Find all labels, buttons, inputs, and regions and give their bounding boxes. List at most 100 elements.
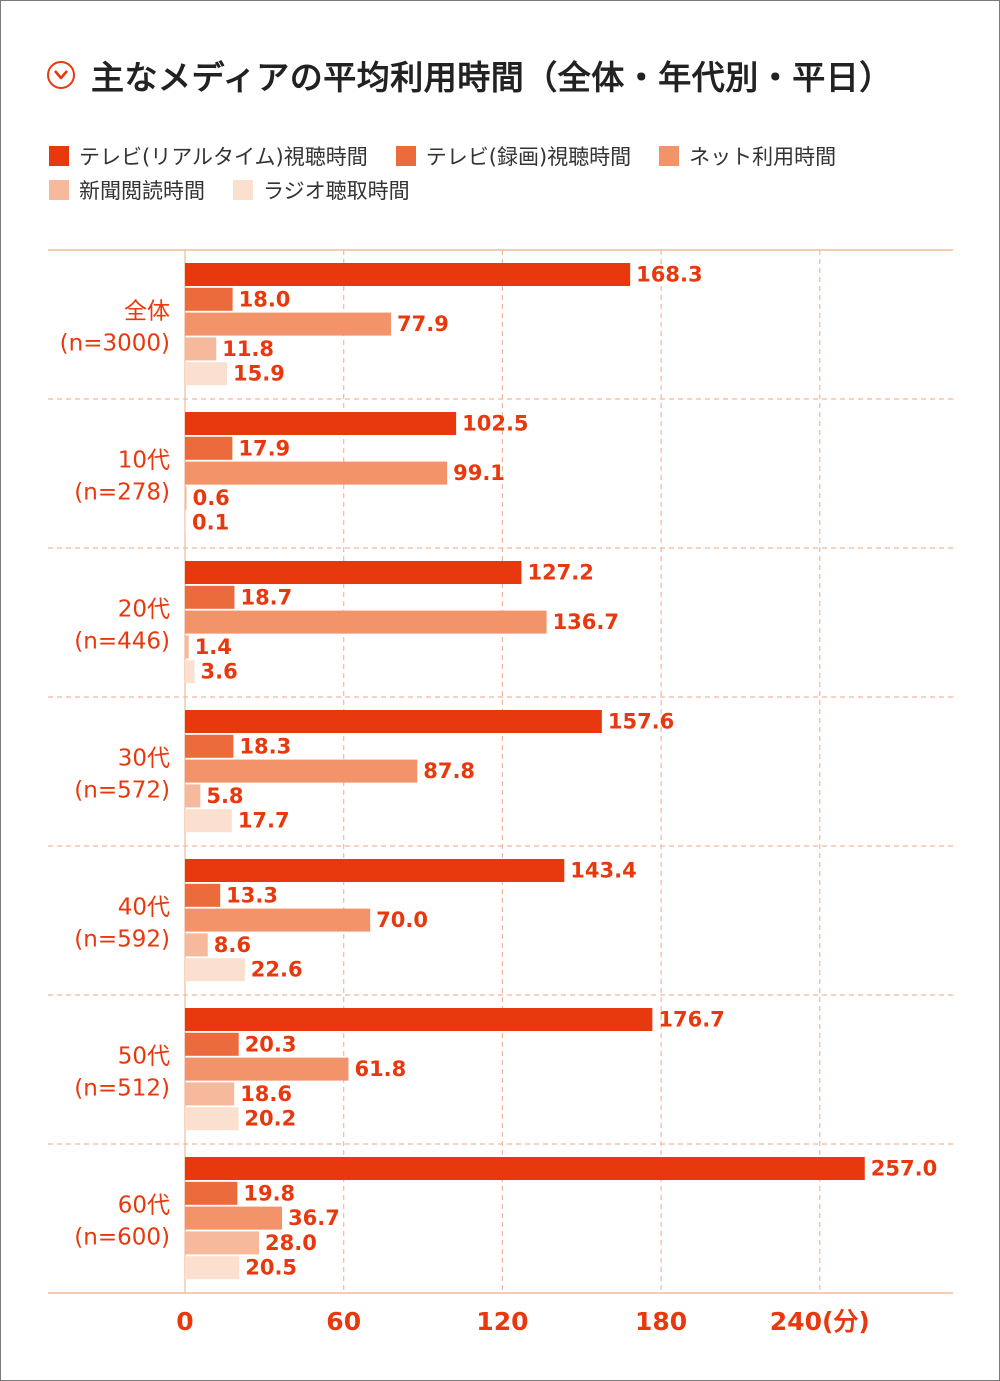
legend-row-2: 新聞閲読時間 ラジオ聴取時間 (49, 173, 969, 207)
legend-label: ネット利用時間 (689, 145, 837, 169)
data-label: 18.3 (239, 734, 291, 758)
data-label: 99.1 (453, 461, 505, 485)
data-label: 176.7 (658, 1008, 724, 1032)
bar (185, 1231, 260, 1255)
bar (185, 1082, 235, 1106)
category-label: 50代 (118, 1044, 170, 1070)
bar (185, 1157, 865, 1180)
tick-label: 120 (476, 1307, 528, 1336)
data-label: 11.8 (222, 337, 274, 361)
bar (185, 1032, 239, 1056)
data-label: 157.6 (608, 710, 674, 734)
legend-label: テレビ(録画)視聴時間 (425, 145, 632, 169)
data-label: 77.9 (397, 312, 449, 336)
data-label: 18.7 (240, 585, 292, 609)
legend-swatch (233, 180, 253, 200)
chevron-down-circle-icon (47, 61, 75, 89)
category-n-label: (n=600) (74, 1225, 170, 1251)
bar (185, 784, 201, 808)
legend-item: テレビ(録画)視聴時間 (395, 141, 632, 171)
bar (185, 1206, 283, 1230)
category-label: 30代 (118, 746, 170, 772)
data-label: 87.8 (423, 759, 475, 783)
legend-label: 新聞閲読時間 (79, 179, 205, 203)
bar (185, 1008, 653, 1031)
bar (185, 1181, 238, 1205)
category-label: 20代 (118, 597, 170, 623)
data-label: 102.5 (462, 412, 528, 436)
data-label: 168.3 (636, 263, 702, 287)
legend-row-1: テレビ(リアルタイム)視聴時間 テレビ(録画)視聴時間 ネット利用時間 (49, 139, 969, 173)
bar (185, 337, 217, 361)
bar (185, 486, 187, 510)
data-label: 17.9 (238, 436, 290, 460)
legend-item: ラジオ聴取時間 (233, 175, 410, 205)
data-label: 18.6 (240, 1082, 292, 1106)
bar (185, 362, 228, 386)
bar (185, 561, 522, 584)
data-label: 20.2 (244, 1107, 296, 1131)
bar (185, 610, 547, 634)
category-n-label: (n=3000) (60, 331, 170, 357)
legend-swatch (49, 180, 69, 200)
bar (185, 511, 186, 535)
tick-label: 240(分) (770, 1307, 870, 1336)
category-n-label: (n=278) (74, 480, 170, 506)
bar (185, 809, 232, 833)
bar (185, 1107, 239, 1131)
bar (185, 933, 208, 957)
tick-label: 180 (635, 1307, 687, 1336)
bar (185, 660, 195, 684)
data-label: 17.7 (238, 809, 290, 833)
bar (185, 859, 565, 882)
tick-label: 60 (326, 1307, 361, 1336)
data-label: 20.5 (245, 1256, 297, 1280)
category-label: 60代 (118, 1193, 170, 1219)
data-label: 5.8 (206, 784, 243, 808)
bar (185, 412, 457, 435)
category-n-label: (n=512) (74, 1076, 170, 1102)
legend-item: テレビ(リアルタイム)視聴時間 (49, 141, 368, 171)
bar (185, 1256, 240, 1280)
legend-item: 新聞閲読時間 (49, 175, 205, 205)
data-label: 70.0 (376, 908, 428, 932)
bar (185, 635, 189, 659)
data-label: 18.0 (239, 287, 291, 311)
bar (185, 312, 392, 336)
bar (185, 759, 418, 783)
data-label: 143.4 (570, 859, 636, 883)
data-label: 28.0 (265, 1231, 317, 1255)
bar (185, 734, 234, 758)
legend-label: テレビ(リアルタイム)視聴時間 (79, 145, 368, 169)
category-n-label: (n=592) (74, 927, 170, 953)
data-label: 19.8 (243, 1181, 295, 1205)
bar (185, 958, 245, 982)
bar (185, 710, 602, 733)
category-n-label: (n=572) (74, 778, 170, 804)
data-label: 22.6 (251, 958, 303, 982)
data-label: 136.7 (553, 610, 619, 634)
data-label: 36.7 (288, 1206, 340, 1230)
data-label: 0.1 (192, 511, 229, 535)
data-label: 8.6 (214, 933, 251, 957)
data-label: 1.4 (195, 635, 232, 659)
data-label: 0.6 (193, 486, 230, 510)
bar (185, 436, 233, 460)
category-label: 10代 (118, 448, 170, 474)
tick-label: 0 (176, 1307, 193, 1336)
legend: テレビ(リアルタイム)視聴時間 テレビ(録画)視聴時間 ネット利用時間 新聞閲読… (49, 139, 969, 207)
data-label: 3.6 (201, 660, 238, 684)
data-label: 13.3 (226, 883, 278, 907)
legend-swatch (49, 146, 69, 166)
category-label: 40代 (118, 895, 170, 921)
bar (185, 461, 448, 485)
chart-title-row: 主なメディアの平均利用時間（全体・年代別・平日） (47, 53, 893, 97)
chart-title: 主なメディアの平均利用時間（全体・年代別・平日） (91, 58, 893, 97)
legend-label: ラジオ聴取時間 (263, 179, 410, 203)
bar (185, 287, 233, 311)
data-label: 20.3 (245, 1032, 297, 1056)
category-label: 全体 (124, 299, 170, 325)
bar (185, 585, 235, 609)
